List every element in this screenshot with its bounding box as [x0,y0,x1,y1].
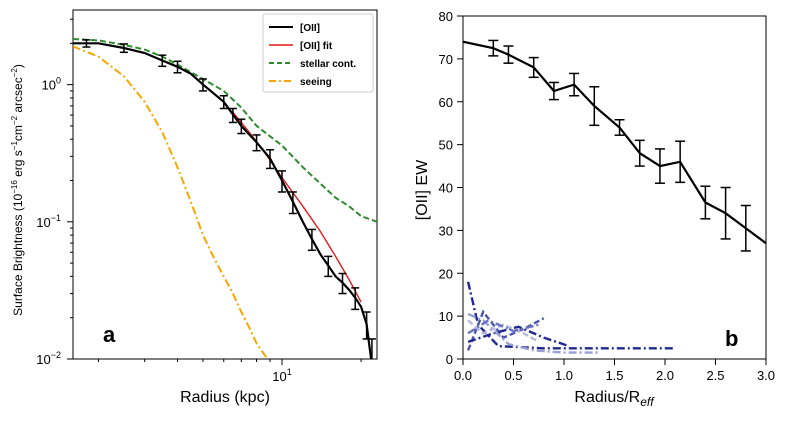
panel-b-errorbar-9 [675,140,686,184]
panel-a-errorbar-10 [278,170,287,193]
panel-b-ytick-label-6: 60 [439,95,453,110]
panel-b-series-group [463,40,766,245]
panel-a-ytick-label-2: 10−2 [36,350,61,367]
panel-a-xlabel: Radius (kpc) [180,389,270,406]
panel-b-errorbar-12 [740,204,751,252]
panel-b-ylabel: [OII] EW [414,159,431,220]
panel-b-x-ticks: 0.0 0.5 1.0 1.5 2.0 2.5 3.0 [454,359,775,383]
panel-b-y-ticks: 0 10 20 30 40 50 60 70 80 [439,9,463,367]
panel-b-errorbar-3 [548,81,559,101]
panel-b-xtick-label-6: 3.0 [757,368,775,383]
panel-a-errorbar-6 [228,107,237,124]
panel-a-ylabel: Surface Brightness (10−16 erg s−1cm−2 ar… [10,64,25,316]
panel-b-xtick-label-3: 1.5 [605,368,623,383]
panel-a-errorbar-15 [351,287,360,311]
panel-a-errorbar-8 [252,134,261,152]
panel-b-errorbar-6 [614,119,625,136]
panel-a: 100 10−1 10−2 101 Radius (kpc) Surface Bri… [10,9,378,406]
panel-b-xtick-label-5: 2.5 [706,368,724,383]
panel-b-ytick-label-8: 80 [439,9,453,24]
panel-a-errorbar-5 [219,94,228,110]
panel-b-extra-line-4 [467,319,540,343]
panel-a-errorbar-4 [198,78,207,92]
panel-b-errorbar-7 [634,139,645,167]
panel-a-frame [72,9,378,360]
panel-b-extra-line-5 [467,319,540,335]
panel-a-errorbar-9 [265,149,274,170]
panel-b-xtick-label-1: 0.5 [504,368,522,383]
panel-a-errorbar-0 [82,39,91,48]
panel-b-ytick-label-0: 0 [446,352,453,367]
panel-a-ytick-label-1: 10−1 [36,213,61,230]
panel-a-label: a [103,322,116,347]
panel-b-errorbar-10 [700,185,711,220]
panel-b-errorbar-2 [528,56,539,79]
panel-a-errorbar-1 [119,43,128,54]
panel-a-x-ticks: 101 [97,359,362,384]
panel-a-errorbar-14 [338,272,347,295]
panel-b-line-ew-profile [463,40,766,245]
panel-b-ytick-label-7: 70 [439,52,453,67]
panel-b-extra-line-3 [467,312,600,354]
panel-b-label: b [725,326,738,351]
panel-a-line-seeing [73,45,269,359]
panel-a-line-stellar-cont [73,38,377,223]
panel-b-errorbar-5 [589,85,600,127]
panel-a-errorbar-2 [158,54,167,68]
panel-b-extra-lines-group [466,281,676,354]
panel-a-y-ticks: 100 10−1 10−2 [36,18,73,367]
legend-label-oii-fit: [OII] fit [300,41,333,52]
panel-b-extra-line-1 [466,309,545,351]
panel-a-ytick-label-0: 100 [42,76,61,93]
panel-a-errorbar-3 [173,60,182,74]
panel-b-errorbar-0 [488,39,499,57]
legend-label-oii: [OII] [300,23,320,34]
panel-b-errorbar-4 [569,72,580,97]
panel-a-xtick-label-0: 101 [272,367,291,384]
legend-label-seeing: seeing [300,77,332,88]
panel-b-ytick-label-5: 50 [439,138,453,153]
panel-a-errorbar-7 [237,118,246,135]
panel-b-xtick-label-0: 0.0 [454,368,472,383]
panel-b-ytick-label-2: 20 [439,266,453,281]
panel-b-ytick-label-1: 10 [439,309,453,324]
panel-b-errorbar-8 [654,148,665,184]
legend-label-stellar: stellar cont. [300,59,356,70]
panel-b-xtick-label-4: 2.0 [656,368,674,383]
legend-box [262,13,374,93]
panel-a-errorbar-12 [307,228,316,252]
panel-b-xtick-label-2: 1.0 [555,368,573,383]
panel-b-ytick-label-3: 30 [439,223,453,238]
panel-b-errorbars-group [488,39,751,252]
panel-a-errorbar-11 [288,191,297,215]
panel-b-errorbar-11 [720,186,731,240]
panel-b-frame [462,15,767,360]
panel-a-errorbar-17 [367,338,376,359]
panel-b-errorbar-1 [503,45,514,64]
panel-b-extra-line-0 [466,281,676,350]
panel-a-errorbars-group [82,39,376,359]
panel-b-xlabel: Radius/Reff [574,389,655,409]
panel-b-extra-line-2 [467,325,570,348]
panel-a-errorbar-13 [324,255,333,278]
panel-b-ytick-label-4: 40 [439,181,453,196]
legend: [OII] [OII] fit stellar cont. seeing [262,13,374,93]
